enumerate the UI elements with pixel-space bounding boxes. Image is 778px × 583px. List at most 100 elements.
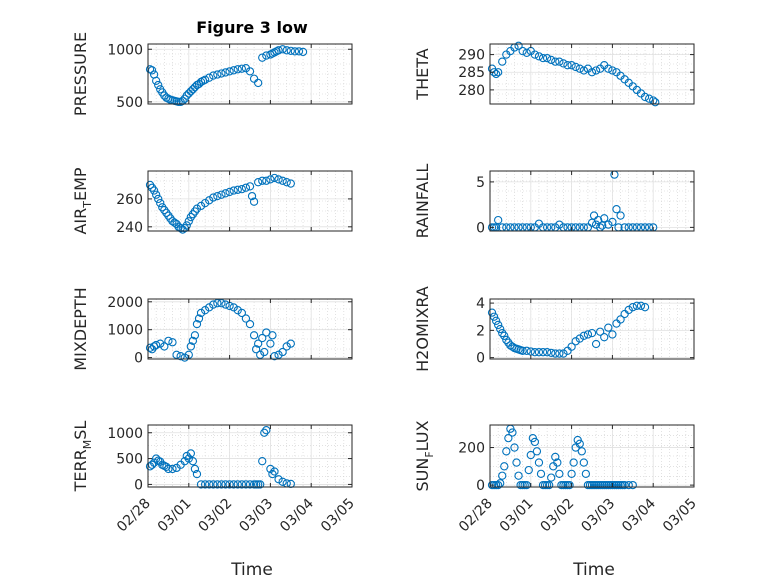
data-point bbox=[286, 339, 295, 348]
data-point bbox=[156, 339, 165, 348]
data-point bbox=[266, 175, 275, 184]
y-tick-label: 4 bbox=[476, 296, 485, 312]
axes-box bbox=[147, 424, 353, 488]
data-point bbox=[200, 75, 210, 84]
data-point bbox=[542, 348, 552, 357]
data-point bbox=[589, 211, 599, 220]
data-point bbox=[209, 71, 218, 80]
data-point bbox=[604, 64, 613, 73]
data-point bbox=[494, 480, 503, 490]
data-point bbox=[260, 428, 269, 437]
data-point bbox=[628, 303, 637, 312]
data-point bbox=[530, 437, 540, 447]
data-point bbox=[575, 64, 584, 73]
data-point bbox=[640, 303, 650, 312]
data-point bbox=[508, 428, 517, 437]
data-point bbox=[579, 66, 588, 75]
y-tick-label: 200 bbox=[458, 441, 485, 457]
data-point bbox=[190, 464, 200, 474]
data-point bbox=[583, 330, 593, 339]
data-point bbox=[294, 47, 304, 56]
data-point bbox=[502, 335, 511, 345]
data-point bbox=[186, 449, 195, 458]
y-tick-label: 2000 bbox=[107, 295, 143, 311]
x-tick-label: 03/02 bbox=[538, 496, 578, 536]
data-point bbox=[551, 57, 560, 66]
data-point bbox=[172, 350, 181, 359]
y-tick-label: 0 bbox=[134, 351, 143, 367]
data-point bbox=[233, 306, 242, 315]
data-point bbox=[500, 462, 509, 471]
y-tick-label: 1000 bbox=[107, 323, 143, 339]
data-point bbox=[538, 348, 548, 357]
data-point bbox=[196, 201, 206, 211]
data-point bbox=[604, 220, 613, 229]
data-point bbox=[225, 480, 234, 489]
data-point bbox=[512, 458, 521, 467]
x-tick-label: 03/01 bbox=[155, 496, 195, 536]
data-point bbox=[567, 469, 576, 478]
data-point bbox=[237, 480, 246, 489]
y-tick-label: 0 bbox=[134, 477, 143, 493]
data-point bbox=[247, 191, 257, 201]
data-point bbox=[149, 458, 159, 467]
data-point bbox=[563, 61, 572, 70]
data-point bbox=[241, 183, 251, 192]
data-point bbox=[190, 331, 200, 340]
data-point bbox=[522, 48, 531, 57]
data-point bbox=[209, 300, 218, 309]
data-point bbox=[591, 220, 601, 229]
data-point bbox=[205, 480, 214, 489]
axes-box bbox=[489, 298, 695, 360]
data-point bbox=[608, 330, 617, 339]
data-point bbox=[534, 52, 544, 61]
data-point bbox=[194, 314, 204, 323]
data-point bbox=[628, 480, 637, 490]
data-point bbox=[256, 480, 265, 489]
y-tick-label: 1000 bbox=[107, 42, 143, 58]
data-point bbox=[290, 47, 300, 56]
data-point bbox=[184, 217, 193, 226]
axes-box bbox=[147, 43, 353, 105]
axes-box bbox=[489, 43, 695, 105]
data-point bbox=[217, 480, 226, 489]
data-point bbox=[278, 45, 287, 54]
data-point bbox=[229, 186, 238, 195]
data-point bbox=[182, 221, 191, 230]
data-point bbox=[241, 314, 251, 323]
data-point bbox=[237, 308, 246, 318]
data-point bbox=[506, 341, 515, 350]
data-point bbox=[571, 337, 580, 346]
data-point bbox=[581, 469, 591, 478]
data-point bbox=[636, 301, 646, 310]
data-point bbox=[278, 347, 287, 357]
x-tick-label: 03/04 bbox=[619, 495, 659, 535]
data-point bbox=[538, 53, 548, 63]
data-point bbox=[233, 480, 242, 489]
data-point bbox=[532, 447, 542, 456]
data-point bbox=[164, 464, 173, 474]
data-point bbox=[559, 59, 568, 68]
data-point bbox=[213, 191, 222, 201]
data-point bbox=[188, 85, 198, 94]
x-tick-label: 02/28 bbox=[456, 496, 496, 536]
y-tick-label: 2 bbox=[476, 323, 485, 339]
y-tick-label: 290 bbox=[458, 48, 485, 64]
data-point bbox=[154, 194, 163, 204]
data-point bbox=[188, 457, 198, 466]
data-point bbox=[278, 477, 287, 486]
data-point bbox=[616, 315, 625, 324]
data-point bbox=[282, 342, 291, 351]
data-point bbox=[205, 73, 214, 82]
data-point bbox=[200, 480, 210, 489]
data-point bbox=[268, 331, 277, 340]
data-point bbox=[514, 41, 523, 50]
data-point bbox=[274, 350, 283, 359]
data-point bbox=[262, 176, 271, 185]
data-point bbox=[487, 308, 497, 317]
y-tick-label: 0 bbox=[476, 220, 485, 236]
data-point bbox=[620, 480, 629, 490]
x-tick-label: 03/03 bbox=[578, 496, 618, 536]
data-point bbox=[205, 303, 214, 312]
data-point bbox=[547, 55, 556, 65]
